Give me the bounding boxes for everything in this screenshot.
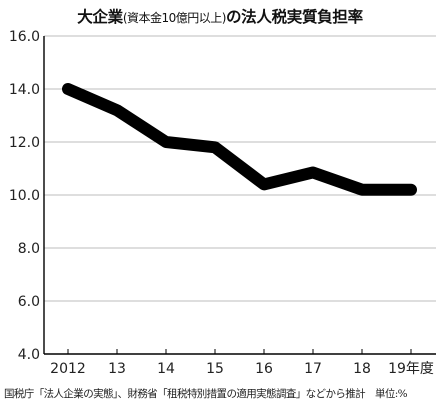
x-axis-ticks: 2012 13 14 15 16 17 18 19年度	[50, 349, 434, 377]
y-tick-label: 10.0	[9, 188, 40, 204]
y-tick-label: 6.0	[18, 294, 40, 310]
data-point	[263, 183, 265, 186]
data-point	[312, 171, 314, 174]
series-line	[62, 83, 417, 196]
data-point	[361, 188, 363, 191]
data-point	[214, 146, 216, 149]
x-tick-label: 17	[304, 361, 322, 377]
data-point	[410, 188, 412, 191]
source-note: 国税庁「法人企業の実態」、財務省「租税特別措置の適用実態調査」などから推計 単位…	[4, 388, 408, 400]
grid-lines	[43, 35, 436, 355]
series-layer	[62, 83, 417, 196]
y-tick-label: 16.0	[9, 29, 40, 45]
x-tick-label: 14	[157, 361, 175, 377]
x-tick-label: 18	[353, 361, 371, 377]
x-tick-label: 19年度	[388, 361, 434, 377]
data-point	[116, 109, 118, 112]
x-tick-label: 2012	[50, 361, 86, 377]
data-point	[67, 88, 69, 90]
y-tick-label: 8.0	[18, 241, 40, 257]
chart-title-main-a: 大企業	[77, 8, 123, 26]
data-point	[165, 141, 167, 143]
x-tick-label: 13	[108, 361, 126, 377]
x-tick-label: 16	[255, 361, 273, 377]
y-tick-label: 4.0	[18, 347, 40, 363]
x-tick-label: 15	[206, 361, 224, 377]
y-axis-ticks: 4.0 6.0 8.0 10.0 12.0 14.0 16.0	[9, 29, 40, 363]
y-tick-label: 12.0	[9, 135, 40, 151]
chart-title-subtitle: (資本金10億円以上)	[122, 11, 227, 25]
chart-title-main-b: の法人税実質負担率	[225, 8, 363, 26]
y-tick-label: 14.0	[9, 82, 40, 98]
chart-title: 大企業(資本金10億円以上)の法人税実質負担率	[0, 5, 440, 27]
